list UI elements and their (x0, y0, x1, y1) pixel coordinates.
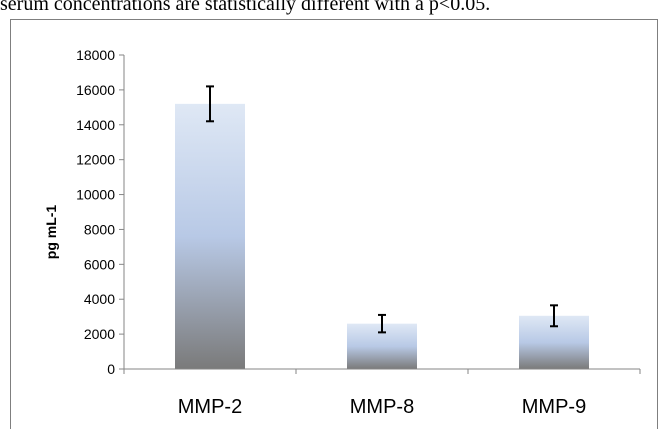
y-axis: 0 2000 4000 6000 8000 10000 12000 14000 16000 180… (76, 47, 125, 377)
y-tick-label: 10000 (76, 187, 115, 203)
y-tick-label: 2000 (84, 326, 115, 342)
chart-frame (10, 19, 658, 429)
y-tick-label: 0 (107, 361, 115, 377)
category-label-mmp-2: MMP-2 (178, 396, 242, 418)
figure-caption: serum concentrations are statistically d… (0, 0, 491, 15)
bar-mmp-2 (175, 103, 245, 369)
category-label-mmp-9: MMP-9 (522, 396, 586, 418)
bars (175, 103, 589, 369)
y-tick-label: 14000 (76, 117, 115, 133)
y-tick-label: 6000 (84, 256, 115, 272)
y-axis-title: pg mL-1 (43, 205, 59, 260)
y-tick-label: 4000 (84, 291, 115, 307)
category-label-mmp-8: MMP-8 (350, 396, 414, 418)
y-tick-label: 18000 (76, 47, 115, 63)
y-tick-label: 16000 (76, 82, 115, 98)
y-tick-label: 12000 (76, 152, 115, 168)
y-tick-label: 8000 (84, 221, 115, 237)
error-bars (206, 85, 558, 334)
x-axis: MMP-2 MMP-8 MMP-9 (123, 368, 641, 418)
